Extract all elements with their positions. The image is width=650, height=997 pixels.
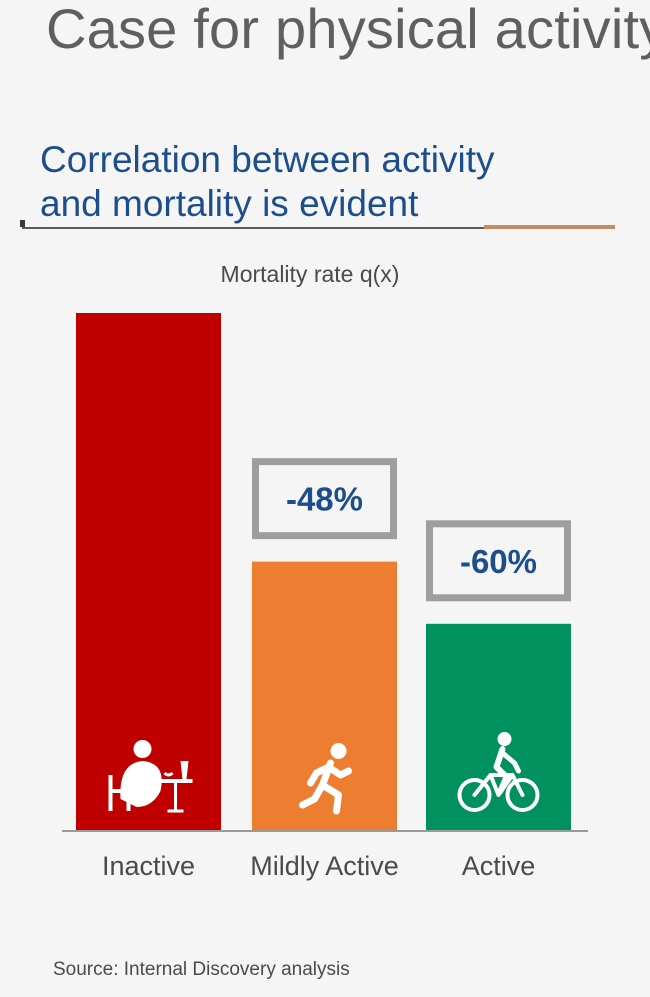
x-tick-label: Mildly Active	[250, 851, 399, 881]
bar-mildly-active	[252, 561, 397, 831]
bar-active	[426, 623, 571, 831]
mortality-bar-chart: Mortality rate q(x) Inactive Mildly Activ…	[62, 261, 588, 881]
rule-marker	[20, 220, 25, 227]
person-running-icon	[299, 743, 352, 815]
data-label: -60%	[460, 543, 537, 580]
x-tick-label: Inactive	[102, 851, 195, 881]
source-note: Source: Internal Discovery analysis	[53, 959, 350, 980]
x-tick-label: Active	[462, 851, 536, 881]
annotation-box	[426, 520, 571, 602]
title-rule-accent	[484, 225, 615, 229]
page-title: Case for physical activity	[46, 0, 650, 60]
title-rule	[22, 227, 484, 229]
subtitle-line-2: and mortality is evident	[40, 183, 419, 224]
subtitle-line-1: Correlation between activity	[40, 139, 495, 180]
data-label: -48%	[286, 481, 363, 518]
annotation-box	[252, 458, 397, 540]
person-cycling-icon	[457, 732, 540, 812]
subtitle: Correlation between activity and mortali…	[40, 138, 495, 226]
person-eating-icon	[108, 740, 193, 813]
chart-title: Mortality rate q(x)	[221, 261, 400, 287]
